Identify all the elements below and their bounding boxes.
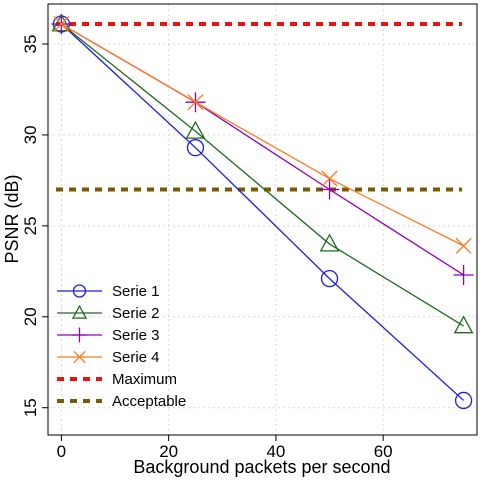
- data-point-marker: [454, 391, 473, 410]
- legend-item: Serie 2: [57, 304, 160, 322]
- x-tick-label: 60: [374, 442, 393, 461]
- data-point-marker: [319, 179, 340, 200]
- series-4: [53, 15, 472, 254]
- legend-marker: [73, 350, 86, 364]
- data-point-marker: [187, 94, 204, 111]
- plot-frame: [47, 3, 478, 436]
- legend-label: Serie 1: [112, 283, 160, 300]
- series-line: [61, 23, 464, 247]
- data-point-marker: [453, 315, 474, 334]
- grid: [48, 4, 477, 435]
- legend-label: Acceptable: [112, 393, 186, 410]
- legend-label: Maximum: [112, 371, 177, 388]
- data-point-marker: [321, 170, 338, 187]
- legend-marker: [72, 327, 87, 343]
- legend-item: Serie 1: [57, 283, 160, 300]
- legend-item: Serie 3: [57, 327, 160, 344]
- series-group: [51, 13, 474, 410]
- series-line: [60, 23, 465, 401]
- y-tick-label: 20: [21, 307, 40, 326]
- x-tick-label: 0: [57, 442, 66, 461]
- legend-item: Maximum: [57, 371, 177, 388]
- series-line: [61, 23, 464, 327]
- data-point-marker: [53, 15, 70, 33]
- data-point-marker: [320, 269, 339, 288]
- data-point-marker: [453, 264, 474, 285]
- y-axis-title: PSNR (dB): [2, 174, 22, 263]
- x-axis-title: Background packets per second: [133, 457, 390, 477]
- y-tick-label: 25: [21, 216, 40, 235]
- data-point-marker: [455, 237, 472, 254]
- y-tick-label: 15: [21, 398, 40, 417]
- data-point-marker: [186, 139, 205, 157]
- legend-label: Serie 2: [112, 305, 160, 322]
- x-tick-label: 20: [159, 442, 178, 461]
- y-tick-label: 30: [21, 125, 40, 144]
- legend-item: Serie 4: [57, 349, 160, 366]
- x-tick-label: 40: [266, 442, 285, 461]
- legend-label: Serie 4: [112, 349, 160, 366]
- legend-marker: [71, 304, 88, 319]
- data-point-marker: [185, 120, 206, 139]
- series-2: [51, 13, 474, 334]
- data-point-marker: [319, 233, 340, 252]
- legend-marker: [72, 284, 87, 298]
- legend-item: Acceptable: [57, 393, 186, 410]
- axis-ticks: 0 20 40 60 15 20 25 30 35: [21, 35, 393, 461]
- legend-label: Serie 3: [112, 327, 160, 344]
- y-tick-label: 35: [21, 35, 40, 54]
- legend: Serie 1 Serie 2 Serie 3 Serie 4 Maximum Accep…: [57, 283, 186, 410]
